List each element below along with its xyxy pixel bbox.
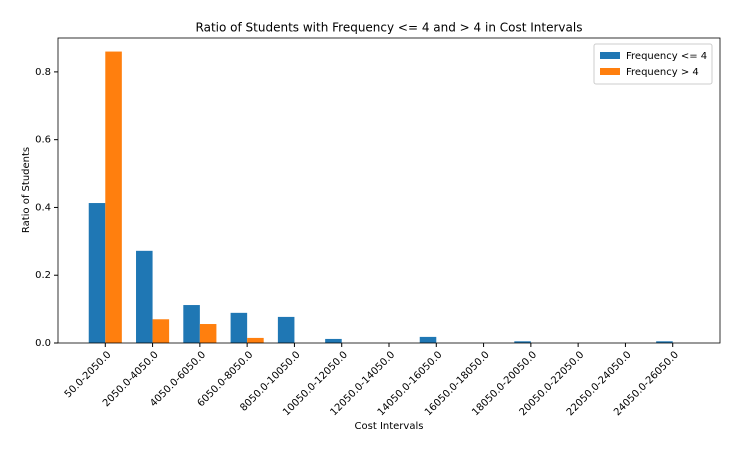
bar <box>277 316 295 343</box>
legend-box <box>593 43 713 85</box>
legend-label: Frequency > 4 <box>626 67 699 78</box>
bar <box>247 337 264 343</box>
bar <box>656 341 673 343</box>
y-tick-label: 0.8 <box>35 67 51 78</box>
bar <box>325 338 342 343</box>
legend-label: Frequency <= 4 <box>626 51 707 62</box>
y-tick-label: 0.2 <box>35 270 51 281</box>
bar <box>230 312 248 343</box>
y-tick-label: 0.0 <box>35 338 51 349</box>
x-axis-label: Cost Intervals <box>355 421 424 432</box>
y-axis-label: Ratio of Students <box>21 147 32 233</box>
legend: Frequency <= 4 Frequency > 4 <box>593 43 713 85</box>
bar <box>136 250 153 343</box>
plot-frame <box>57 37 721 344</box>
bar <box>88 203 106 343</box>
legend-swatch <box>600 52 620 59</box>
y-tick-label: 0.6 <box>35 135 51 146</box>
y-tick-label: 0.4 <box>35 202 51 213</box>
x-tick-label: 50.0-2050.0 <box>63 349 114 400</box>
bar <box>105 51 122 344</box>
bar <box>514 341 531 343</box>
legend-swatch <box>600 68 620 75</box>
bar <box>199 324 217 343</box>
bar <box>419 336 437 343</box>
bar <box>183 305 200 343</box>
bar <box>152 319 170 343</box>
chart-title: Ratio of Students with Frequency <= 4 an… <box>196 21 583 35</box>
